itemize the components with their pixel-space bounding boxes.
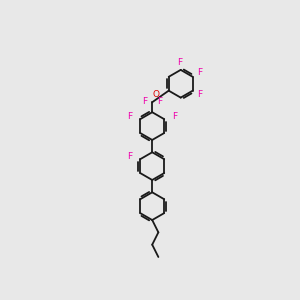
Text: F: F — [142, 97, 147, 106]
Text: F: F — [128, 112, 133, 121]
Text: F: F — [157, 97, 163, 106]
Text: F: F — [177, 58, 182, 68]
Text: F: F — [197, 68, 202, 77]
Text: F: F — [172, 112, 177, 121]
Text: F: F — [128, 152, 133, 161]
Text: F: F — [197, 90, 202, 99]
Text: O: O — [152, 90, 159, 99]
